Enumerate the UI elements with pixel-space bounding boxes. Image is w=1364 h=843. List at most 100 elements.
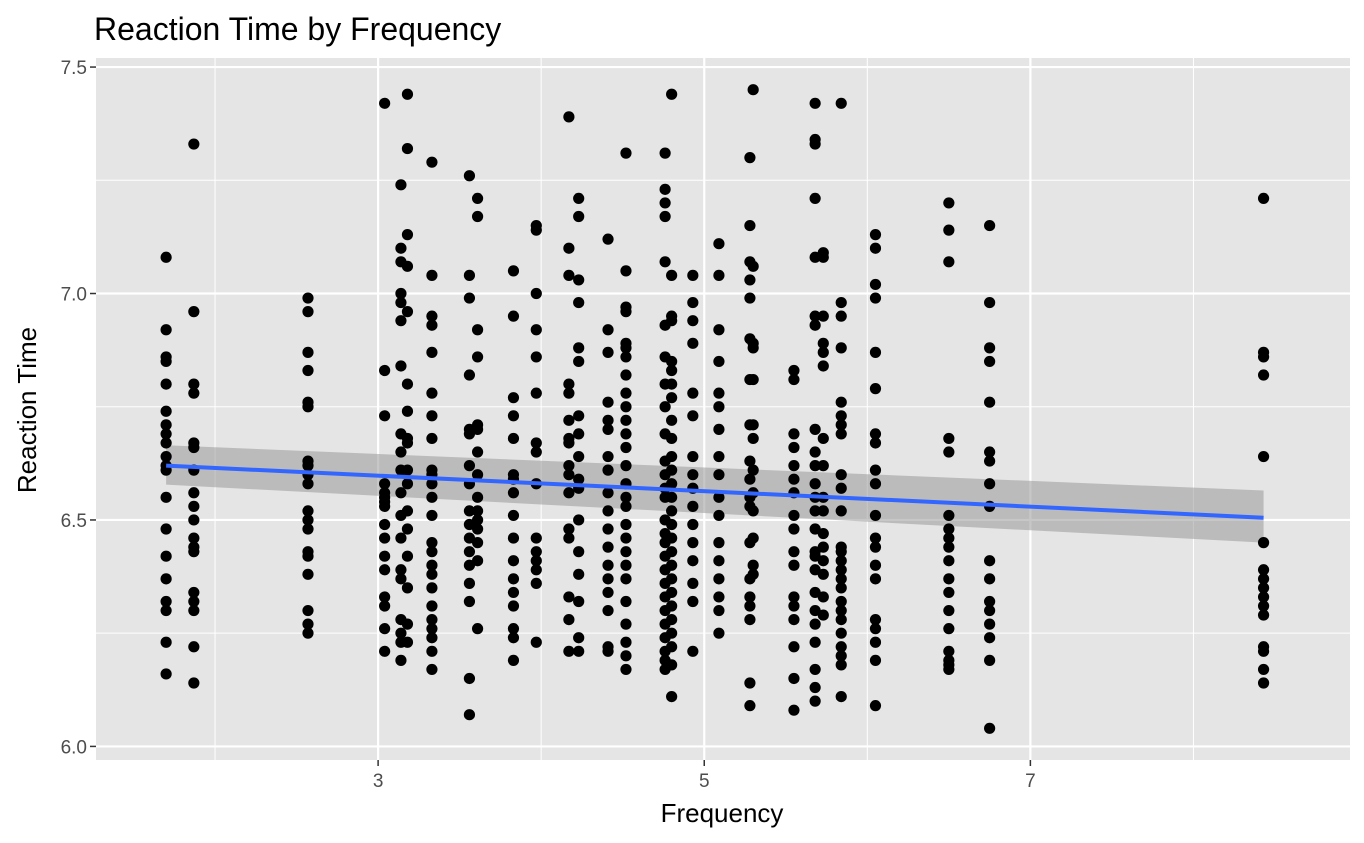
data-point [302, 401, 314, 413]
data-point [426, 346, 438, 358]
data-point [563, 487, 575, 499]
data-point [835, 659, 847, 671]
data-point [666, 464, 678, 476]
data-point [835, 582, 847, 594]
data-point [530, 555, 542, 567]
data-point [160, 324, 172, 336]
data-point [1257, 645, 1270, 657]
data-point [687, 410, 699, 422]
data-point [687, 518, 699, 531]
data-point [984, 573, 996, 585]
data-point [395, 179, 407, 191]
data-point [379, 97, 391, 109]
data-point [943, 623, 955, 635]
data-point [788, 614, 800, 626]
data-point [620, 342, 632, 354]
data-point [620, 650, 632, 662]
data-point [809, 423, 821, 435]
data-point [188, 487, 200, 499]
data-point [379, 645, 391, 657]
data-point [463, 546, 476, 558]
data-point [788, 591, 800, 603]
data-point [395, 654, 407, 666]
data-point [788, 600, 800, 612]
data-point [530, 224, 542, 236]
y-tick-label: 7.5 [61, 58, 87, 79]
data-point [666, 614, 678, 626]
data-point [984, 296, 996, 309]
data-point [507, 410, 520, 422]
data-point [817, 555, 829, 567]
data-point [395, 564, 407, 576]
data-point [507, 586, 520, 599]
data-point [188, 306, 200, 318]
data-point [687, 387, 699, 399]
data-point [463, 505, 476, 517]
data-point [835, 573, 847, 585]
data-point [188, 532, 200, 544]
data-point [666, 450, 678, 463]
data-point [984, 455, 996, 467]
data-point [620, 441, 632, 454]
data-point [401, 636, 414, 648]
data-point [620, 636, 632, 648]
data-point [507, 573, 520, 585]
data-point [747, 84, 759, 96]
data-point [302, 618, 314, 630]
data-point [666, 641, 678, 653]
data-point [869, 292, 882, 304]
data-point [426, 410, 438, 422]
data-point [160, 378, 172, 390]
data-point [379, 364, 391, 377]
data-point [379, 591, 391, 603]
data-point [302, 292, 314, 304]
data-point [744, 152, 756, 164]
x-tick-label: 5 [699, 771, 710, 792]
data-point [835, 555, 847, 567]
data-point [788, 509, 800, 522]
data-point [835, 546, 847, 558]
data-point [817, 591, 829, 603]
data-point [602, 541, 614, 553]
data-point [563, 645, 575, 657]
data-point [395, 360, 407, 372]
data-point [713, 401, 725, 413]
data-point [620, 559, 632, 571]
data-point [302, 604, 314, 617]
data-point [943, 555, 955, 567]
data-point [507, 600, 520, 612]
data-point [666, 573, 678, 585]
data-point [160, 595, 172, 608]
data-point [687, 269, 699, 281]
data-point [471, 423, 484, 435]
data-point [401, 618, 414, 630]
data-point [620, 595, 632, 608]
data-point [817, 432, 829, 445]
data-point [602, 523, 614, 535]
data-point [943, 446, 955, 458]
data-point [426, 546, 438, 558]
data-point [395, 242, 407, 254]
data-point [563, 242, 575, 254]
data-point [943, 432, 955, 445]
data-point [401, 437, 414, 449]
data-point [713, 355, 725, 368]
data-point [835, 410, 847, 422]
data-point [1257, 351, 1270, 363]
data-point [984, 396, 996, 408]
data-point [713, 269, 725, 281]
data-point [563, 469, 575, 481]
data-point [835, 296, 847, 309]
data-point [713, 591, 725, 603]
data-point [869, 614, 882, 626]
data-point [395, 573, 407, 585]
data-point [817, 337, 829, 349]
data-point [943, 509, 955, 522]
data-point [530, 351, 542, 363]
data-point [817, 310, 829, 322]
data-point [426, 310, 438, 322]
data-point [747, 464, 759, 476]
data-point [943, 532, 955, 544]
data-point [835, 419, 847, 431]
